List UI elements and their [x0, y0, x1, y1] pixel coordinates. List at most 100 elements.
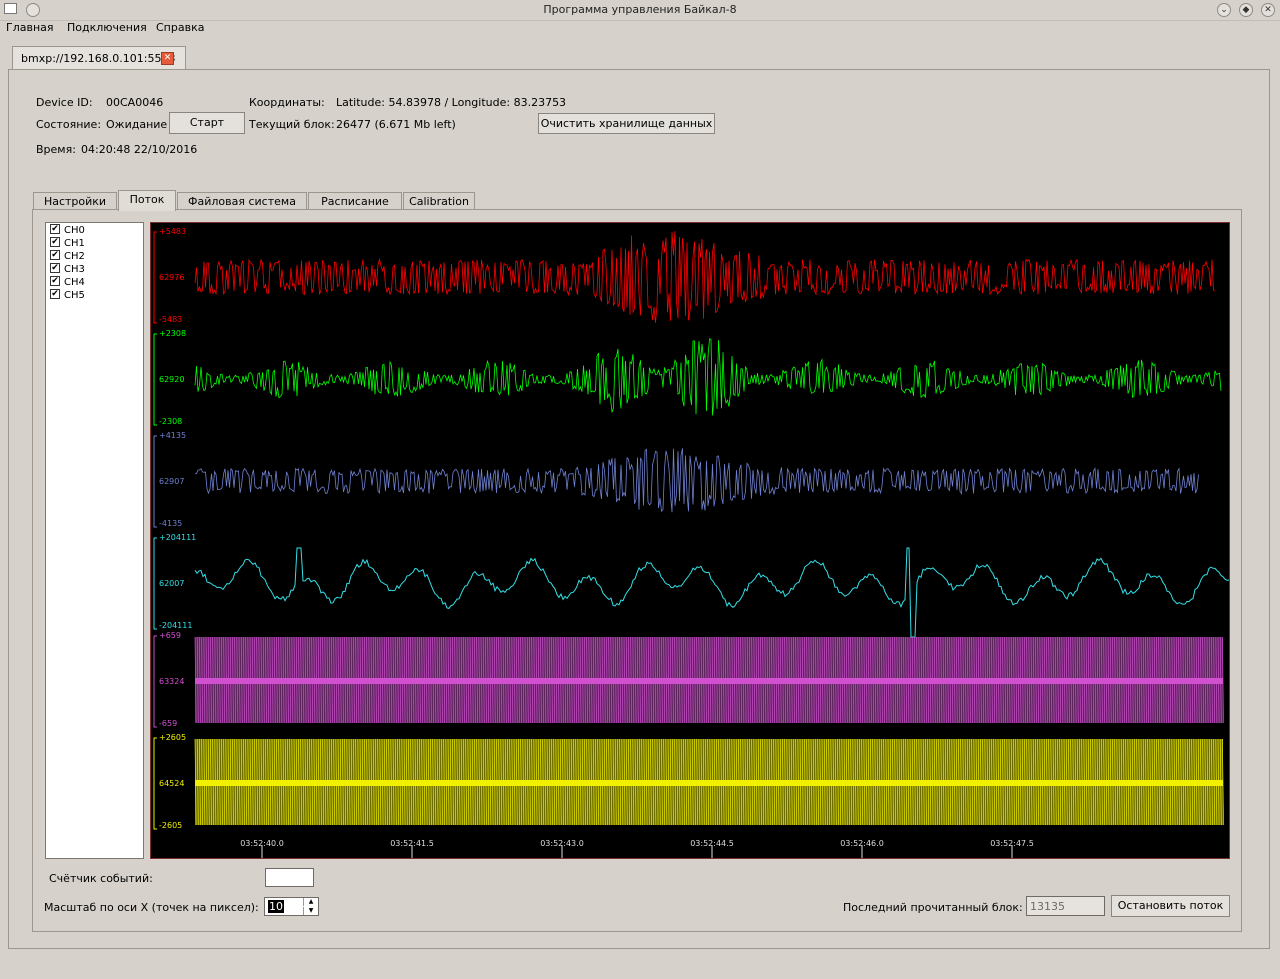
last-block-value: 13135	[1030, 900, 1065, 913]
block-label: Текущий блок:	[249, 118, 335, 131]
channel-item-ch1[interactable]: ✔ CH1	[50, 237, 85, 251]
window-title: Программа управления Байкал-8	[543, 3, 737, 16]
channel-label: CH4	[64, 277, 85, 288]
device-id-label: Device ID:	[36, 96, 93, 109]
start-button[interactable]: Старт	[169, 112, 245, 134]
checkbox-ch4[interactable]: ✔	[50, 276, 60, 286]
checkbox-ch0[interactable]: ✔	[50, 224, 60, 234]
checkbox-ch1[interactable]: ✔	[50, 237, 60, 247]
axis-bracket-ch3	[153, 537, 157, 630]
channel-list: ✔ CH0 ✔ CH1 ✔ CH2 ✔ CH3 ✔ CH4 ✔ CH5	[45, 222, 144, 859]
clear-storage-button[interactable]: Очистить хранилище данных	[538, 113, 715, 134]
channel-label: CH2	[64, 251, 85, 262]
tab-schedule[interactable]: Расписание	[308, 192, 402, 210]
maximize-icon[interactable]: ◆	[1239, 3, 1253, 17]
axis-label-ch5-max: +2605	[159, 733, 186, 742]
scale-label: Масштаб по оси X (точек на пиксел):	[44, 901, 259, 914]
menu-bar: Главная Подключения Справка	[0, 20, 1280, 37]
tab-calibration[interactable]: Calibration	[403, 192, 475, 210]
axis-label-ch2-max: +4135	[159, 431, 186, 440]
time-label: Время:	[36, 143, 76, 156]
channel-label: CH5	[64, 290, 85, 301]
channel-item-ch5[interactable]: ✔ CH5	[50, 289, 85, 303]
channel-item-ch3[interactable]: ✔ CH3	[50, 263, 85, 277]
connection-tab[interactable]: bmxp://192.168.0.101:5513 ✕	[12, 46, 186, 70]
checkbox-ch3[interactable]: ✔	[50, 263, 60, 273]
axis-bracket-ch5	[153, 737, 157, 830]
event-counter-label: Счётчик событий:	[49, 872, 153, 885]
event-counter-field[interactable]	[265, 868, 314, 887]
channel-label: CH0	[64, 225, 85, 236]
tab-filesystem[interactable]: Файловая система	[177, 192, 307, 210]
tab-stream[interactable]: Поток	[118, 190, 176, 211]
channel-label: CH1	[64, 238, 85, 249]
waveform-ch1	[194, 338, 1222, 416]
waveform-ch3	[194, 547, 1229, 638]
connection-tab-label: bmxp://192.168.0.101:5513	[21, 52, 176, 65]
baseline-ch5	[195, 780, 1223, 786]
channel-label: CH3	[64, 264, 85, 275]
axis-label-ch4-min: -659	[159, 719, 177, 728]
pin-icon[interactable]	[26, 3, 40, 17]
block-value: 26477 (6.671 Mb left)	[336, 118, 456, 131]
axis-bracket-ch1	[153, 333, 157, 426]
axis-label-ch1-mid: 62920	[159, 375, 184, 384]
checkbox-ch2[interactable]: ✔	[50, 250, 60, 260]
menu-connections[interactable]: Подключения	[67, 21, 147, 34]
channel-item-ch2[interactable]: ✔ CH2	[50, 250, 85, 264]
axis-bracket-ch4	[153, 635, 157, 728]
menu-main[interactable]: Главная	[6, 21, 54, 34]
axis-label-ch4-max: +659	[159, 631, 181, 640]
axis-label-ch0-mid: 62976	[159, 273, 184, 282]
stop-stream-button[interactable]: Остановить поток	[1111, 895, 1230, 917]
minimize-icon[interactable]: ⌄	[1217, 3, 1231, 17]
spin-up-icon[interactable]: ▲	[303, 898, 318, 906]
axis-label-ch0-min: -5483	[159, 315, 182, 324]
x-tick-label: 03:52:46.0	[840, 839, 884, 848]
waveform-ch0	[194, 231, 1216, 323]
axis-label-ch1-max: +2308	[159, 329, 186, 338]
axis-bracket-ch2	[153, 435, 157, 528]
x-tick-label: 03:52:40.0	[240, 839, 284, 848]
channel-item-ch0[interactable]: ✔ CH0	[50, 224, 85, 238]
x-tick-label: 03:52:43.0	[540, 839, 584, 848]
axis-label-ch3-mid: 62007	[159, 579, 184, 588]
close-window-icon[interactable]: ✕	[1261, 3, 1275, 17]
scale-spinbox[interactable]: 10 ▲ ▼	[264, 897, 319, 916]
menu-help[interactable]: Справка	[156, 21, 205, 34]
spin-down-icon[interactable]: ▼	[303, 907, 318, 915]
axis-label-ch3-max: +204111	[159, 533, 196, 542]
checkbox-ch5[interactable]: ✔	[50, 289, 60, 299]
time-value: 04:20:48 22/10/2016	[81, 143, 198, 156]
scale-value: 10	[268, 900, 284, 913]
x-tick-label: 03:52:41.5	[390, 839, 434, 848]
state-value: Ожидание	[106, 118, 168, 131]
axis-label-ch4-mid: 63324	[159, 677, 184, 686]
close-tab-icon[interactable]: ✕	[161, 52, 174, 65]
device-id-value: 00CA0046	[106, 96, 164, 109]
baseline-ch4	[195, 678, 1223, 684]
axis-label-ch5-min: -2605	[159, 821, 182, 830]
last-block-label: Последний прочитанный блок:	[843, 901, 1023, 914]
last-block-field: 13135	[1026, 896, 1105, 916]
axis-bracket-ch0	[153, 231, 157, 324]
title-bar: Программа управления Байкал-8 ⌄ ◆ ✕	[0, 0, 1280, 21]
axis-label-ch2-mid: 62907	[159, 477, 184, 486]
x-tick-label: 03:52:47.5	[990, 839, 1034, 848]
waveform-ch2	[194, 448, 1199, 513]
x-tick-label: 03:52:44.5	[690, 839, 734, 848]
waveform-chart: +5483 62976 -5483 +2308 62920 -2308 +4135 62907…	[153, 227, 1229, 858]
stream-panel	[32, 209, 1242, 932]
axis-label-ch1-min: -2308	[159, 417, 182, 426]
axis-label-ch2-min: -4135	[159, 519, 182, 528]
window-menu-icon[interactable]	[4, 3, 17, 14]
coords-value: Latitude: 54.83978 / Longitude: 83.23753	[336, 96, 567, 109]
tab-settings[interactable]: Настройки	[33, 192, 117, 210]
state-label: Состояние:	[36, 118, 102, 131]
channel-item-ch4[interactable]: ✔ CH4	[50, 276, 85, 290]
axis-label-ch0-max: +5483	[159, 227, 186, 236]
axis-label-ch5-mid: 64524	[159, 779, 184, 788]
stream-plot: +5483 62976 -5483 +2308 62920 -2308 +4135 62907…	[150, 222, 1230, 859]
coords-label: Координаты:	[249, 96, 325, 109]
axis-label-ch3-min: -204111	[159, 621, 192, 630]
